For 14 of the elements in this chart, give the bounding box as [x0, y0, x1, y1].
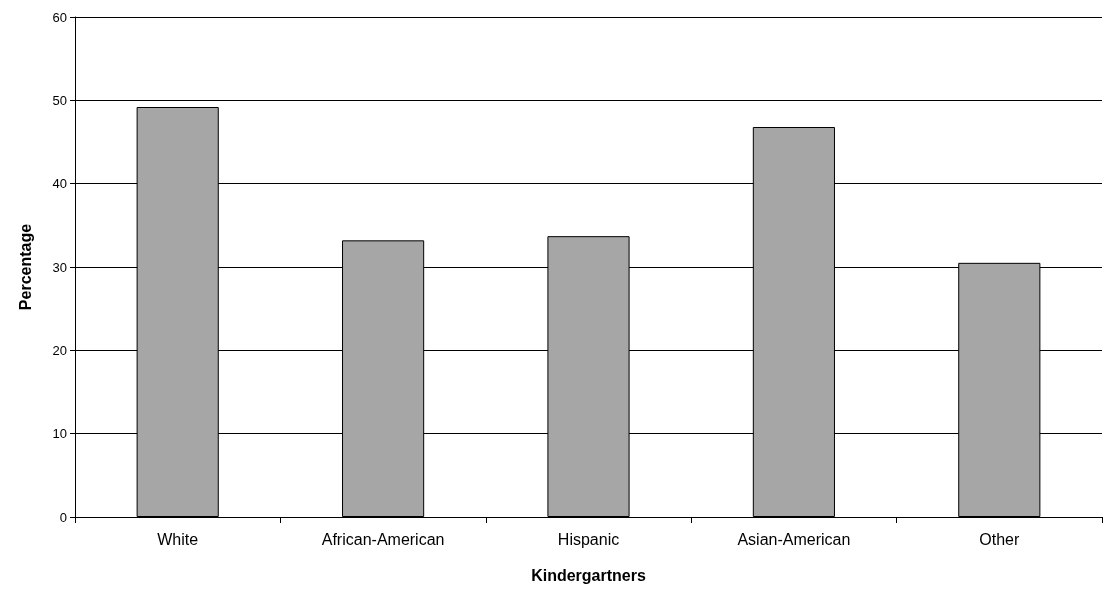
- x-tick-label: African-American: [321, 530, 445, 548]
- x-tick-label: Hispanic: [557, 530, 620, 548]
- x-axis-title: Kindergartners: [531, 566, 646, 584]
- y-tick-label: 60: [52, 9, 67, 25]
- y-tick-label: 10: [52, 426, 67, 442]
- y-tick-label: 30: [52, 259, 67, 275]
- y-tick-label: 0: [59, 509, 67, 525]
- y-axis-title: Percentage: [16, 223, 34, 311]
- x-tick-label: Asian-American: [737, 530, 851, 548]
- y-tick-label: 20: [52, 342, 67, 358]
- y-tick-label: 50: [52, 92, 67, 108]
- x-tick-label: Other: [979, 530, 1020, 548]
- x-tick-label: White: [157, 530, 199, 548]
- y-tick-label: 40: [52, 176, 67, 192]
